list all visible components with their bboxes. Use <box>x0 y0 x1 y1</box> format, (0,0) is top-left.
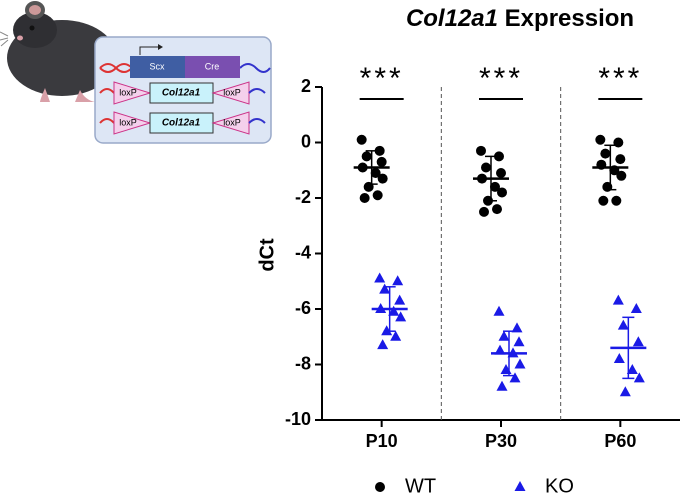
significance-label: *** <box>360 62 404 95</box>
data-point <box>513 336 525 347</box>
data-point <box>600 148 611 159</box>
data-point <box>500 364 512 375</box>
title-gene: Col12a1 <box>406 5 498 32</box>
data-point <box>359 193 370 203</box>
construct-row: loxP Col12a1 loxP <box>99 111 266 135</box>
target-label: Col12a1 <box>162 88 201 99</box>
y-tick-label: -2 <box>295 187 311 207</box>
data-point <box>374 145 385 156</box>
data-point <box>361 151 372 162</box>
y-axis-label: dCt <box>256 238 278 272</box>
data-point <box>370 168 381 179</box>
data-point <box>496 168 506 179</box>
data-point <box>377 173 388 184</box>
data-point <box>394 294 406 305</box>
gene-label: Cre <box>205 61 220 71</box>
data-point <box>615 154 626 165</box>
data-point <box>514 358 526 369</box>
data-point <box>494 151 504 162</box>
y-tick-label: -10 <box>285 409 311 429</box>
significance-label: *** <box>479 62 523 95</box>
data-point <box>630 303 642 313</box>
title-text: Expression <box>505 5 634 32</box>
data-point <box>632 336 644 347</box>
data-point <box>356 134 367 145</box>
data-point <box>372 190 383 201</box>
loxp-label: loxP <box>223 87 241 97</box>
promoter-label: Scx <box>149 61 165 71</box>
data-point <box>481 162 491 173</box>
data-point <box>598 195 609 206</box>
data-point <box>390 330 402 341</box>
loxp-label: loxP <box>119 87 137 97</box>
y-tick-label: -8 <box>295 353 311 373</box>
data-point <box>497 187 507 198</box>
data-point <box>633 372 645 383</box>
mouse-illustration <box>0 1 117 102</box>
y-tick-label: 2 <box>301 76 311 96</box>
x-tick-label: P60 <box>604 431 636 451</box>
data-point <box>612 294 624 305</box>
x-tick-label: P10 <box>366 431 398 451</box>
legend-marker <box>375 482 385 492</box>
data-point <box>511 322 523 333</box>
significance-label: *** <box>598 62 642 95</box>
data-point <box>388 305 400 316</box>
data-point <box>381 325 393 336</box>
target-label: Col12a1 <box>162 118 201 129</box>
x-tick-label: P30 <box>485 431 517 451</box>
construct-row: loxP Col12a1 loxP <box>99 81 266 105</box>
data-point <box>617 319 629 330</box>
data-point <box>392 275 404 286</box>
legend-label: KO <box>545 475 574 497</box>
legend-marker <box>514 481 526 491</box>
data-point <box>492 204 502 215</box>
data-point <box>611 195 622 206</box>
data-point <box>490 181 500 192</box>
data-point <box>616 170 627 181</box>
data-point <box>509 372 521 383</box>
data-point <box>479 206 489 217</box>
loxp-label: loxP <box>223 117 241 127</box>
data-point <box>496 380 508 391</box>
data-point <box>626 364 638 375</box>
data-point <box>493 305 505 316</box>
legend-label: WT <box>405 475 436 497</box>
data-point <box>376 156 387 167</box>
data-point <box>377 339 389 350</box>
data-point <box>395 311 407 322</box>
data-point <box>374 272 386 283</box>
loxp-label: loxP <box>119 117 137 127</box>
data-point <box>498 330 510 341</box>
data-point <box>595 134 606 145</box>
data-point <box>619 386 631 397</box>
construct-diagram: Scx Cre loxP Col12a1 loxP loxP Col12a1 l… <box>94 36 272 144</box>
y-tick-label: -6 <box>295 298 311 318</box>
y-tick-label: 0 <box>301 131 311 151</box>
data-point <box>613 352 625 363</box>
data-point <box>476 145 486 156</box>
data-point <box>379 283 391 294</box>
chart-title: Col12a1 Expression <box>406 5 634 32</box>
data-point <box>494 344 506 355</box>
y-tick-label: -4 <box>295 242 311 262</box>
